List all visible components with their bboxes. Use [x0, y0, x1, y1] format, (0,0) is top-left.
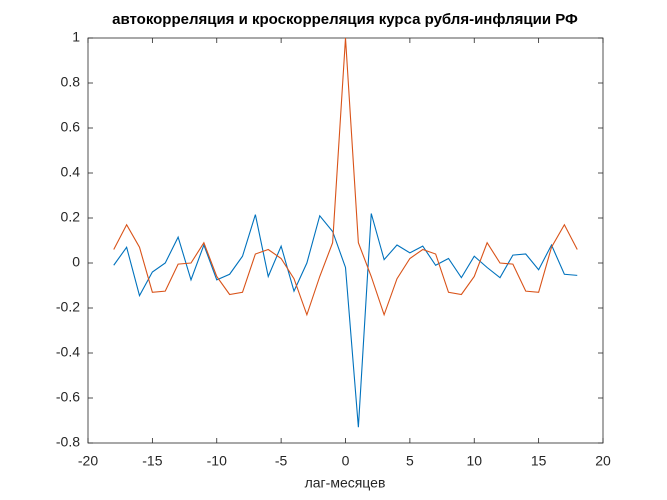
chart-title: автокорреляция и кроскорреляция курса ру…: [112, 11, 578, 28]
x-tick-label: -10: [207, 453, 227, 469]
series-line: [113, 37, 578, 317]
x-tick-label: 15: [531, 453, 547, 469]
x-tick-label: 0: [342, 453, 350, 469]
y-tick-label: 0.4: [61, 164, 81, 180]
y-tick-label: -0.4: [56, 344, 80, 360]
y-tick-label: -0.8: [56, 434, 80, 450]
y-tick-label: -0.2: [56, 299, 80, 315]
series-line: [113, 213, 578, 428]
axes-box: [87, 37, 604, 444]
x-tick-label: -5: [275, 453, 288, 469]
y-tick-label: 0: [72, 254, 80, 270]
x-tick-label: -20: [78, 453, 98, 469]
x-axis-label: лаг-месяцев: [305, 475, 386, 491]
y-tick-label: 0.6: [61, 119, 81, 135]
y-tick-label: 0.8: [61, 74, 81, 90]
y-tick-label: -0.6: [56, 389, 80, 405]
x-tick-label: 20: [595, 453, 611, 469]
x-tick-label: 5: [406, 453, 414, 469]
x-tick-label: 10: [466, 453, 482, 469]
x-tick-label: -15: [142, 453, 162, 469]
y-tick-label: 0.2: [61, 209, 81, 225]
y-tick-label: 1: [72, 29, 80, 45]
